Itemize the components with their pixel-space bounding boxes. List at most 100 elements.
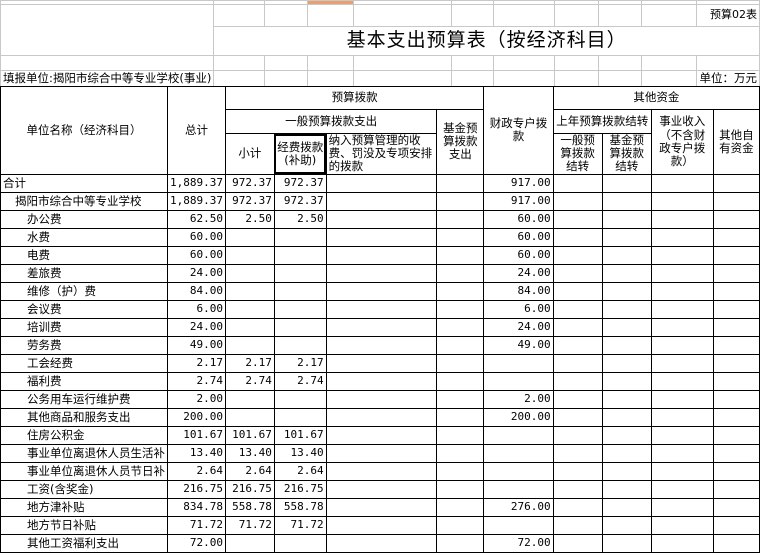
- row-cell[interactable]: [712, 209, 760, 229]
- row-cell[interactable]: [436, 263, 485, 283]
- row-cell[interactable]: 2.64: [224, 461, 275, 481]
- row-cell[interactable]: [650, 371, 714, 391]
- row-cell[interactable]: 2.74: [167, 371, 226, 391]
- row-cell[interactable]: [601, 281, 652, 301]
- row-cell[interactable]: 24.00: [167, 263, 226, 283]
- row-cell[interactable]: 6.00: [167, 299, 226, 319]
- row-cell[interactable]: 13.40: [273, 443, 327, 463]
- row-cell[interactable]: 49.00: [483, 335, 554, 355]
- row-cell[interactable]: 60.00: [483, 209, 554, 229]
- row-cell[interactable]: 972.37: [273, 191, 327, 211]
- row-cell[interactable]: 2.17: [167, 353, 226, 373]
- row-cell[interactable]: 972.37: [224, 173, 275, 193]
- row-cell[interactable]: 6.00: [483, 299, 554, 319]
- row-cell[interactable]: [712, 533, 760, 553]
- row-cell[interactable]: 2.74: [273, 371, 327, 391]
- row-name[interactable]: 电费: [0, 245, 168, 265]
- row-cell[interactable]: [224, 245, 275, 265]
- row-name[interactable]: 合计: [0, 173, 168, 193]
- row-cell[interactable]: 276.00: [483, 497, 554, 517]
- row-cell[interactable]: [436, 443, 485, 463]
- row-cell[interactable]: [650, 191, 714, 211]
- row-cell[interactable]: 49.00: [167, 335, 226, 355]
- row-cell[interactable]: [325, 263, 438, 283]
- row-cell[interactable]: 2.50: [273, 209, 327, 229]
- row-cell[interactable]: [325, 425, 438, 445]
- row-cell[interactable]: [224, 335, 275, 355]
- row-cell[interactable]: [436, 407, 485, 427]
- row-cell[interactable]: 2.00: [167, 389, 226, 409]
- row-cell[interactable]: [601, 227, 652, 247]
- row-cell[interactable]: [650, 425, 714, 445]
- row-cell[interactable]: 200.00: [483, 407, 554, 427]
- row-cell[interactable]: [224, 263, 275, 283]
- row-cell[interactable]: 216.75: [167, 479, 226, 499]
- row-cell[interactable]: 2.17: [273, 353, 327, 373]
- row-cell[interactable]: [273, 245, 327, 265]
- row-name[interactable]: 地方节日补贴: [0, 515, 168, 535]
- row-name[interactable]: 公务用车运行维护费: [0, 389, 168, 409]
- row-name[interactable]: 其他商品和服务支出: [0, 407, 168, 427]
- row-name[interactable]: 事业单位离退休人员生活补: [0, 443, 168, 463]
- row-cell[interactable]: [552, 515, 603, 535]
- row-cell[interactable]: [436, 173, 485, 193]
- row-cell[interactable]: 834.78: [167, 497, 226, 517]
- row-cell[interactable]: [436, 335, 485, 355]
- row-cell[interactable]: [601, 335, 652, 355]
- row-cell[interactable]: [483, 443, 554, 463]
- row-cell[interactable]: [325, 533, 438, 553]
- row-cell[interactable]: [601, 425, 652, 445]
- row-cell[interactable]: [224, 317, 275, 337]
- row-name[interactable]: 维修（护）费: [0, 281, 168, 301]
- row-cell[interactable]: [601, 317, 652, 337]
- row-name[interactable]: 福利费: [0, 371, 168, 391]
- row-cell[interactable]: 72.00: [167, 533, 226, 553]
- row-cell[interactable]: [601, 173, 652, 193]
- row-cell[interactable]: [650, 335, 714, 355]
- row-cell[interactable]: [552, 443, 603, 463]
- row-cell[interactable]: [601, 407, 652, 427]
- row-cell[interactable]: 2.00: [483, 389, 554, 409]
- row-name[interactable]: 工资(含奖金): [0, 479, 168, 499]
- row-cell[interactable]: [712, 497, 760, 517]
- row-cell[interactable]: [712, 335, 760, 355]
- row-cell[interactable]: [325, 191, 438, 211]
- row-cell[interactable]: 917.00: [483, 191, 554, 211]
- row-name[interactable]: 地方津补贴: [0, 497, 168, 517]
- row-cell[interactable]: 101.67: [273, 425, 327, 445]
- row-cell[interactable]: [650, 461, 714, 481]
- header-funding-subsidy[interactable]: 经费拨款(补助): [273, 133, 327, 175]
- row-cell[interactable]: [273, 407, 327, 427]
- row-cell[interactable]: [601, 515, 652, 535]
- row-cell[interactable]: [552, 245, 603, 265]
- row-cell[interactable]: [325, 515, 438, 535]
- row-cell[interactable]: [712, 317, 760, 337]
- row-cell[interactable]: [483, 371, 554, 391]
- row-cell[interactable]: [650, 407, 714, 427]
- row-cell[interactable]: [552, 263, 603, 283]
- row-name[interactable]: 揭阳市综合中等专业学校: [0, 191, 168, 211]
- row-cell[interactable]: [325, 281, 438, 301]
- row-cell[interactable]: [436, 227, 485, 247]
- row-cell[interactable]: [650, 173, 714, 193]
- row-cell[interactable]: [650, 209, 714, 229]
- row-cell[interactable]: 2.64: [273, 461, 327, 481]
- row-cell[interactable]: [601, 371, 652, 391]
- row-cell[interactable]: [436, 515, 485, 535]
- row-cell[interactable]: [601, 263, 652, 283]
- row-cell[interactable]: 13.40: [167, 443, 226, 463]
- row-cell[interactable]: [224, 299, 275, 319]
- row-cell[interactable]: [273, 317, 327, 337]
- row-name[interactable]: 培训费: [0, 317, 168, 337]
- row-cell[interactable]: [601, 245, 652, 265]
- row-cell[interactable]: [436, 299, 485, 319]
- row-cell[interactable]: [436, 497, 485, 517]
- row-cell[interactable]: [436, 533, 485, 553]
- row-name[interactable]: 差旅费: [0, 263, 168, 283]
- row-cell[interactable]: 1,889.37: [167, 191, 226, 211]
- row-cell[interactable]: 60.00: [167, 227, 226, 247]
- row-cell[interactable]: [325, 389, 438, 409]
- row-cell[interactable]: [483, 461, 554, 481]
- row-cell[interactable]: [552, 389, 603, 409]
- row-cell[interactable]: [601, 299, 652, 319]
